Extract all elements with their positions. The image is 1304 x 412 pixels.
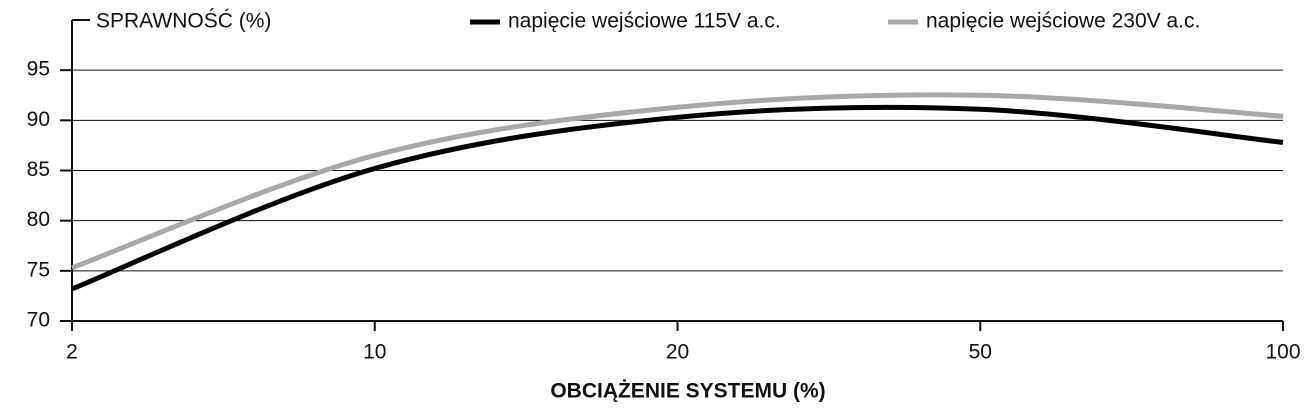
x-tick-label: 20	[666, 341, 689, 364]
x-tick-label: 2	[66, 341, 78, 364]
y-axis-label: SPRAWNOŚĆ (%)	[96, 9, 271, 33]
legend-label: napięcie wejściowe 115V a.c.	[508, 10, 781, 33]
y-tick-label: 75	[27, 258, 50, 281]
series-line	[71, 92, 1284, 271]
x-tick-label: 50	[969, 341, 992, 364]
y-tick-label: 85	[27, 158, 50, 181]
series-line	[71, 104, 1284, 292]
y-tick-label: 90	[27, 108, 50, 131]
x-axis-label: OBCIĄŻENIE SYSTEMU (%)	[550, 380, 825, 403]
x-tick-label: 100	[1265, 341, 1300, 364]
x-tick-label: 10	[363, 341, 386, 364]
legend-label: napięcie wejściowe 230V a.c.	[926, 10, 1200, 33]
y-tick-label: 70	[27, 309, 50, 332]
y-tick-label: 95	[27, 58, 50, 81]
y-tick-label: 80	[27, 208, 50, 231]
